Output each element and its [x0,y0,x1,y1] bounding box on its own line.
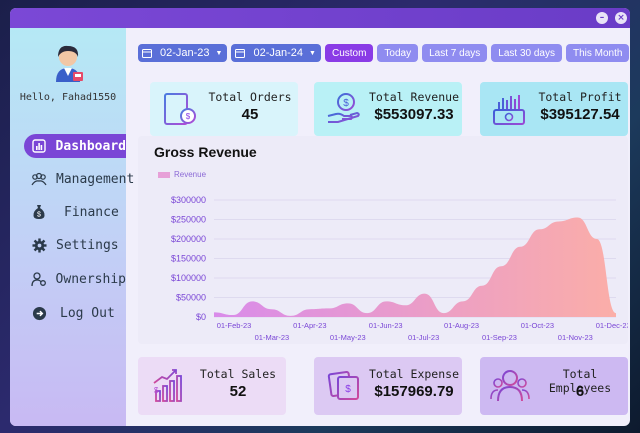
nav-ownership[interactable]: Ownership [24,267,126,291]
total-orders-value: 45 [241,106,259,123]
total-profit-value: $395127.54 [540,106,620,123]
minimize-button[interactable]: – [596,12,608,24]
total-profit-card: Total Profit $395127.54 [480,82,628,136]
nav-dashboard-label: Dashboard [55,138,126,154]
total-revenue-card: $ Total Revenue $553097.33 [314,82,462,136]
total-expense-label: Total Expense [368,367,459,381]
hand-coin-icon: $ [327,93,360,123]
svg-text:$: $ [154,386,159,395]
start-date-picker[interactable]: 02-Jan-23 ▼ [138,44,228,62]
total-orders-label: Total Orders [208,90,292,104]
users-icon [30,170,48,188]
total-employees-card: Total Employees 6 [480,357,628,415]
total-expense-value: $157969.79 [374,383,454,400]
cash-icon: $ [327,370,359,400]
sales-growth-icon: $ [153,369,182,402]
total-orders-card: $ Total Orders 45 [150,82,298,136]
end-date-value: 02-Jan-24 [253,47,304,59]
range-today-button[interactable]: Today [377,44,419,62]
chart-legend[interactable]: Revenue [158,170,206,179]
nav-logout[interactable]: Log Out [24,301,126,325]
invoice-icon: $ [164,93,196,125]
legend-label-revenue: Revenue [174,170,207,179]
x-tick-label: 01-Dec-23 [596,321,628,330]
end-date-picker[interactable]: 02-Jan-24 ▼ [231,44,321,62]
calendar-icon [142,49,152,58]
range-last-7-days-button[interactable]: Last 7 days [422,44,488,62]
y-tick-label: $0 [196,312,206,322]
legend-swatch-revenue [158,171,170,178]
total-sales-card: $ Total Sales 52 [138,357,286,415]
total-sales-value: 52 [229,383,247,400]
y-tick-label: $200000 [171,234,206,244]
revenue-area [214,217,616,317]
x-tick-label: 01-Apr-23 [293,321,326,330]
x-tick-label: 01-Aug-23 [444,321,479,330]
x-tick-label: 01-Jul-23 [408,333,439,342]
main-content: 02-Jan-23 ▼ 02-Jan-24 ▼ Custom Today Las… [126,28,630,426]
bar-chart-icon [30,137,48,155]
nav-settings-label: Settings [56,237,119,253]
nav-finance[interactable]: $ Finance [24,200,126,224]
y-tick-label: $300000 [171,195,206,205]
x-tick-label: 01-Nov-23 [558,333,593,342]
user-avatar-icon [56,45,83,82]
total-revenue-label: Total Revenue [368,90,459,104]
total-expense-card: $ Total Expense $157969.79 [314,357,462,415]
start-date-value: 02-Jan-23 [160,47,210,59]
sidebar: Hello, Fahad1550 Dashboard Management $ … [10,28,134,426]
nav-management[interactable]: Management [24,167,134,191]
total-employees-label: Total Employees [548,367,612,395]
employees-icon [490,370,530,402]
chart-plot: $0 $50000 $100000 $150000 $200000 $250000 $300… [171,195,628,342]
x-tick-label: 01-Jun-23 [369,321,403,330]
nav-settings[interactable]: Settings [24,233,126,257]
nav-ownership-label: Ownership [55,271,126,287]
nav-finance-label: Finance [64,204,119,220]
chevron-down-icon: ▼ [309,49,316,57]
y-tick-label: $50000 [176,293,206,303]
calendar-icon [235,49,246,58]
y-tick-label: $100000 [171,273,206,283]
gross-revenue-chart: Gross Revenue Revenue $0 $50000 $100000 $15… [138,136,628,344]
chart-title: Gross Revenue [154,144,257,160]
gear-icon [30,236,48,254]
chevron-down-icon: ▼ [215,49,223,57]
total-profit-label: Total Profit [538,90,622,104]
logout-icon [30,304,48,322]
app-window: – × Hello, Fahad1550 Dashboard Managemen… [10,8,630,426]
range-this-month-button[interactable]: This Month [565,44,630,62]
svg-text:$: $ [37,212,41,219]
total-revenue-value: $553097.33 [374,106,454,123]
y-tick-label: $150000 [171,254,206,264]
range-custom-button[interactable]: Custom [324,44,374,62]
x-tick-label: 01-Mar-23 [255,333,290,342]
nav-logout-label: Log Out [60,305,115,321]
nav-management-label: Management [56,171,135,187]
total-employees-value: 6 [575,383,585,400]
x-tick-label: 01-Oct-23 [521,321,554,330]
title-bar: – × [10,8,630,28]
date-filter-row: 02-Jan-23 ▼ 02-Jan-24 ▼ Custom Today Las… [138,44,630,62]
x-tick-label: 01-Sep-23 [482,333,517,342]
user-settings-icon [30,270,48,288]
total-sales-label: Total Sales [199,367,277,381]
svg-text:$: $ [345,384,351,395]
x-tick-label: 01-May-23 [330,333,366,342]
money-chart-icon [493,95,525,125]
x-tick-label: 01-Feb-23 [217,321,252,330]
range-last-30-days-button[interactable]: Last 30 days [491,44,562,62]
y-tick-label: $250000 [171,215,206,225]
close-button[interactable]: × [615,12,627,24]
greeting-text: Hello, Fahad1550 [19,92,117,103]
svg-text:$: $ [186,112,191,121]
nav-dashboard[interactable]: Dashboard [24,134,126,158]
money-bag-icon: $ [30,203,48,221]
svg-text:$: $ [343,98,349,109]
